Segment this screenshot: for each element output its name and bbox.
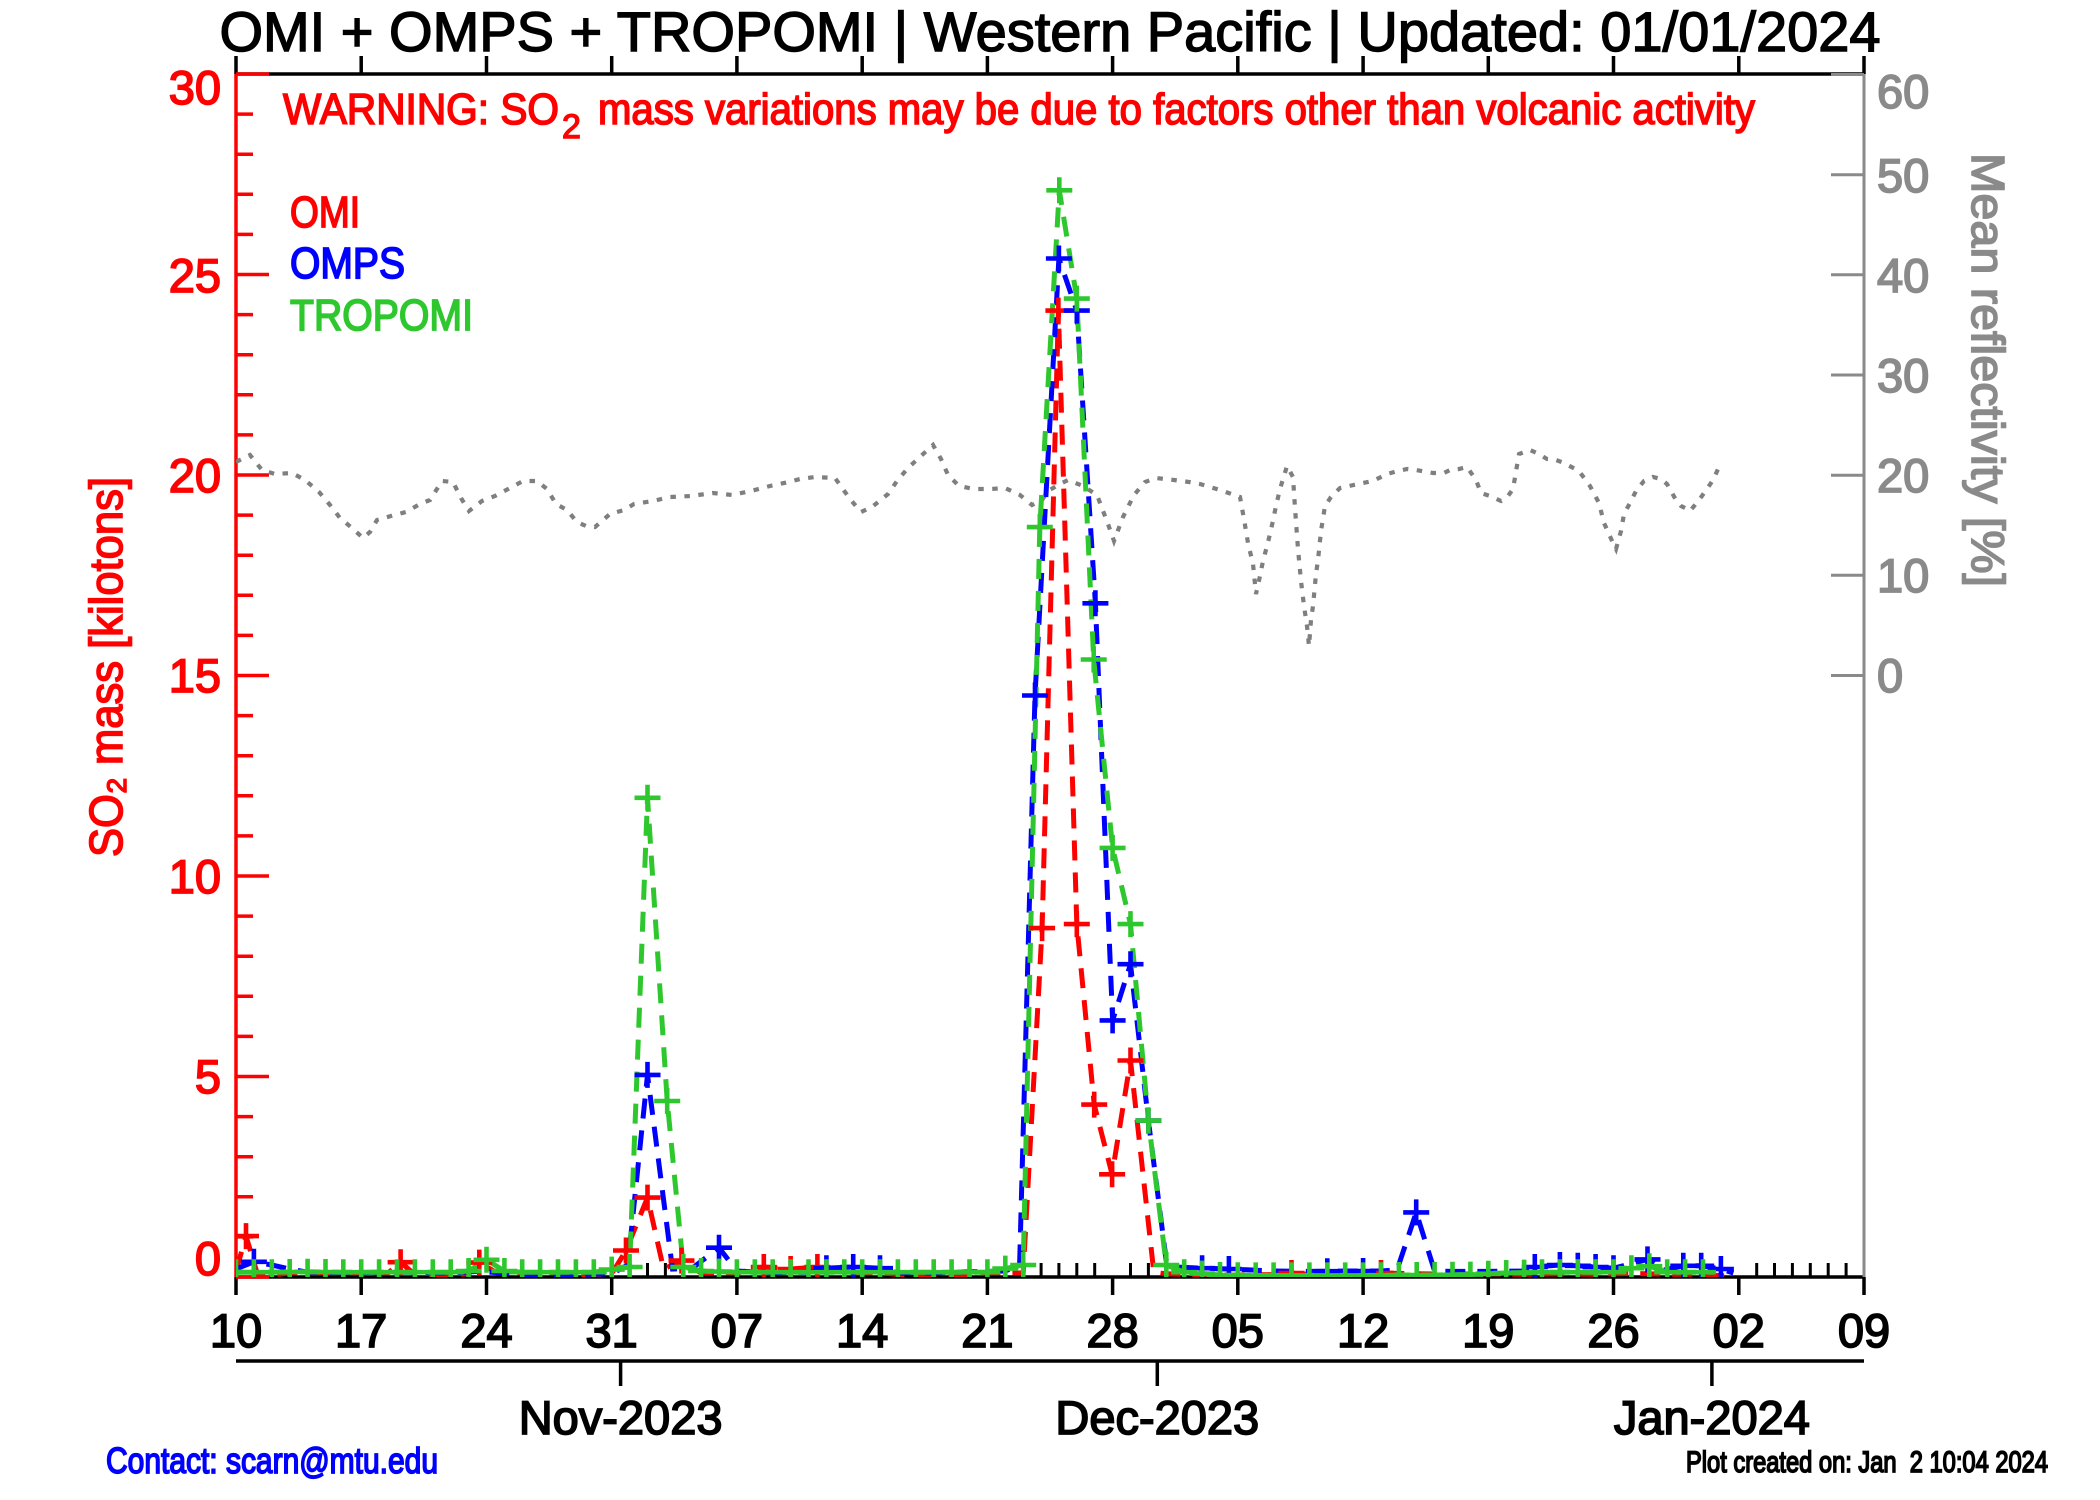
svg-text:TROPOMI: TROPOMI	[290, 291, 473, 340]
svg-text:0: 0	[195, 1232, 221, 1285]
svg-text:60: 60	[1877, 65, 1929, 118]
svg-text:40: 40	[1877, 249, 1929, 302]
svg-text:02: 02	[1713, 1304, 1765, 1357]
svg-text:50: 50	[1877, 149, 1929, 202]
svg-text:24: 24	[460, 1304, 512, 1357]
svg-text:30: 30	[169, 61, 221, 114]
svg-text:07: 07	[711, 1304, 763, 1357]
svg-text:31: 31	[586, 1304, 638, 1357]
svg-text:12: 12	[1337, 1304, 1389, 1357]
svg-text:20: 20	[1877, 449, 1929, 502]
svg-text:SO₂ mass [kilotons]: SO₂ mass [kilotons]	[80, 477, 132, 857]
svg-text:0: 0	[1877, 649, 1903, 702]
svg-text:19: 19	[1462, 1304, 1514, 1357]
svg-text:Contact: scarn@mtu.edu: Contact: scarn@mtu.edu	[106, 1440, 438, 1481]
svg-text:Nov-2023: Nov-2023	[519, 1391, 723, 1444]
svg-text:15: 15	[169, 649, 221, 702]
svg-text:21: 21	[961, 1304, 1013, 1357]
svg-text:Dec-2023: Dec-2023	[1055, 1391, 1259, 1444]
svg-text:10: 10	[1877, 549, 1929, 602]
svg-text:mass variations may be due to: mass variations may be due to factors ot…	[598, 85, 1755, 134]
svg-text:25: 25	[169, 249, 221, 302]
svg-text:09: 09	[1838, 1304, 1890, 1357]
svg-text:05: 05	[1212, 1304, 1264, 1357]
svg-text:Mean reflectivity [%]: Mean reflectivity [%]	[1962, 153, 2014, 587]
svg-text:WARNING: SO: WARNING: SO	[283, 85, 559, 134]
svg-text:20: 20	[169, 449, 221, 502]
svg-text:10: 10	[210, 1304, 262, 1357]
svg-text:2: 2	[562, 108, 581, 146]
svg-text:28: 28	[1086, 1304, 1138, 1357]
svg-text:Jan-2024: Jan-2024	[1614, 1391, 1810, 1444]
svg-text:Plot created on: Jan 2 10:04: Plot created on: Jan 2 10:04 2024	[1686, 1446, 2048, 1479]
svg-text:OMI + OMPS + TROPOMI | Western: OMI + OMPS + TROPOMI | Western Pacific |…	[219, 0, 1880, 63]
svg-text:5: 5	[195, 1050, 221, 1103]
svg-text:10: 10	[169, 850, 221, 903]
svg-text:26: 26	[1587, 1304, 1639, 1357]
svg-text:OMPS: OMPS	[290, 239, 405, 288]
svg-text:OMI: OMI	[290, 188, 360, 237]
svg-text:17: 17	[335, 1304, 387, 1357]
svg-text:30: 30	[1877, 349, 1929, 402]
svg-text:14: 14	[836, 1304, 888, 1357]
